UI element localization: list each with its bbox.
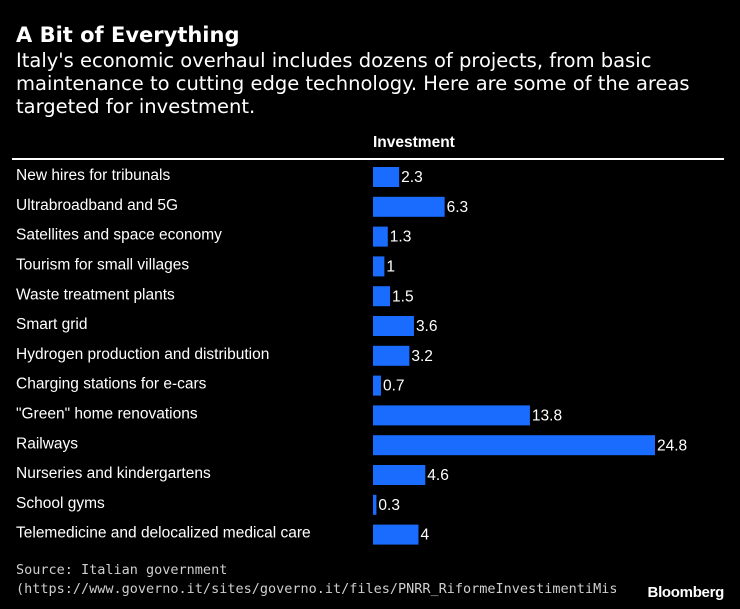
category-label: Nurseries and kindergartens: [16, 465, 211, 482]
bar: [373, 256, 385, 277]
data-label: 0.3: [378, 497, 400, 514]
category-label: Railways: [16, 435, 78, 452]
category-label: New hires for tribunals: [16, 167, 170, 184]
category-label: Hydrogen production and distribution: [16, 346, 269, 363]
data-label: 1.5: [392, 288, 414, 305]
data-label: 4.6: [427, 467, 449, 484]
category-label: Tourism for small villages: [16, 256, 189, 273]
bar: [373, 286, 391, 307]
category-label: School gyms: [16, 495, 105, 512]
bar: [373, 435, 655, 456]
bar: [373, 167, 400, 187]
bar: [373, 405, 530, 426]
chart-title: A Bit of Everything: [16, 23, 240, 47]
category-label: Satellites and space economy: [16, 227, 222, 244]
bar: [373, 375, 381, 396]
bar: [373, 345, 410, 366]
data-label: 4: [420, 527, 429, 544]
data-label: 3.2: [411, 348, 433, 365]
category-label: Charging stations for e-cars: [16, 376, 207, 393]
header-divider: [12, 158, 724, 160]
source-note: Source: Italian government: [16, 562, 228, 578]
bar: [373, 524, 419, 545]
data-label: 24.8: [657, 437, 687, 454]
data-label: 2.3: [401, 169, 423, 186]
data-label: 1.3: [390, 229, 412, 246]
data-label: 0.7: [383, 378, 405, 395]
data-label: 6.3: [447, 199, 469, 216]
category-label: Ultrabroadband and 5G: [16, 197, 178, 214]
bar: [373, 316, 414, 336]
data-label: 1: [386, 258, 395, 275]
data-label: 3.6: [416, 318, 438, 335]
category-label: Waste treatment plants: [16, 286, 175, 303]
bar: [373, 226, 388, 247]
bar: [373, 494, 377, 515]
bar-chart: New hires for tribunals 2.3 Ultrabroadband…: [16, 167, 687, 545]
category-label: Smart grid: [16, 316, 88, 333]
source-url: (https://www.governo.it/sites/governo.it…: [16, 581, 616, 597]
data-label: 13.8: [532, 407, 562, 424]
bar: [373, 196, 445, 217]
category-label: "Green" home renovations: [16, 405, 198, 422]
chart-subtitle: Italy's economic overhaul includes dozen…: [16, 49, 690, 118]
category-label: Telemedicine and delocalized medical car…: [16, 525, 311, 542]
bar: [373, 465, 426, 485]
bloomberg-logo: Bloomberg: [647, 584, 725, 601]
investment-column-header: Investment: [373, 134, 455, 151]
